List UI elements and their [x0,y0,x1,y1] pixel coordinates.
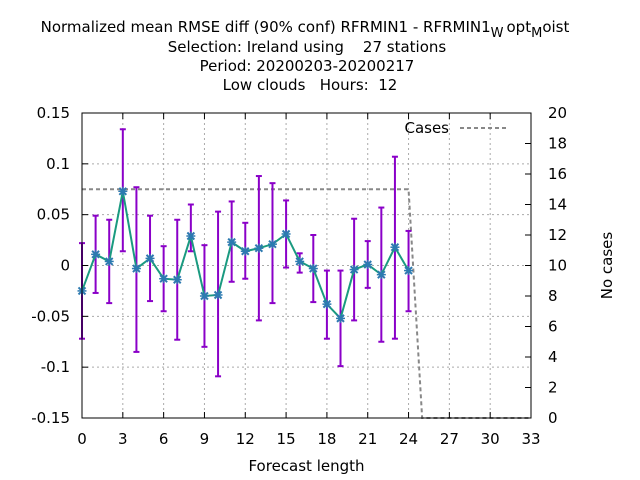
y2-tick-label: 14 [548,196,567,214]
y2-tick-label: 0 [548,409,558,427]
x-tick-label: 9 [200,430,210,448]
x-tick-label: 15 [277,430,296,448]
ticks: 0 3 6 9 12 15 18 21 24 27 30 33-0.15-0.1-0.0500.050… [31,104,567,448]
data-point [390,242,400,252]
y2-tick-label: 18 [548,135,567,153]
data-point [159,274,169,284]
data-point [322,299,332,309]
x-tick-label: 0 [77,430,87,448]
x-tick-label: 12 [236,430,255,448]
data-point [172,275,182,285]
y2-tick-label: 2 [548,379,558,397]
data-point [295,256,305,266]
y2-tick-label: 4 [548,348,558,366]
y2-tick-label: 16 [548,165,567,183]
chart-title-line1: Normalized mean RMSE diff (90% conf) RFR… [41,18,570,41]
data-point [308,264,318,274]
y-tick-label: -0.1 [41,358,70,376]
data-point [131,264,141,274]
data-point [186,231,196,241]
plot-frame [81,112,532,419]
x-tick-label: 24 [399,430,418,448]
data-point [254,243,264,253]
data-point [281,229,291,239]
rmse-series [77,186,414,323]
chart-title-line2: Selection: Ireland using 27 stations [168,38,447,56]
data-point [376,270,386,280]
x-tick-label: 6 [159,430,169,448]
legend-label-cases: Cases [404,119,449,137]
y-tick-label: 0.05 [37,206,70,224]
x-tick-label: 27 [440,430,459,448]
data-point [145,253,155,263]
x-tick-label: 18 [317,430,336,448]
y2-tick-label: 8 [548,287,558,305]
y-tick-label: -0.15 [31,409,70,427]
data-point [213,290,223,300]
legend: Cases [404,119,506,137]
data-point [336,313,346,323]
data-point [363,259,373,269]
chart-title-line3: Period: 20200203-20200217 [200,57,415,75]
data-point [118,186,128,196]
data-point [227,237,237,247]
data-point [267,239,277,249]
data-point [404,266,414,276]
y-tick-label: -0.05 [31,307,70,325]
x-tick-label: 21 [358,430,377,448]
data-point [199,291,209,301]
y2-tick-label: 10 [548,257,567,275]
y2-axis-label: No cases [598,232,616,300]
data-point [91,249,101,259]
y2-tick-label: 12 [548,226,567,244]
x-axis-label: Forecast length [248,457,364,475]
y-tick-label: 0 [60,257,70,275]
y2-tick-label: 20 [548,104,567,122]
x-tick-label: 30 [481,430,500,448]
y-tick-label: 0.1 [46,155,70,173]
y2-tick-label: 6 [548,318,558,336]
x-tick-label: 33 [521,430,540,448]
y-tick-label: 0.15 [37,104,70,122]
x-tick-label: 3 [118,430,128,448]
data-point [104,256,114,266]
data-point [240,246,250,256]
chart-title-line4: Low clouds Hours: 12 [223,76,398,94]
data-point [349,265,359,275]
